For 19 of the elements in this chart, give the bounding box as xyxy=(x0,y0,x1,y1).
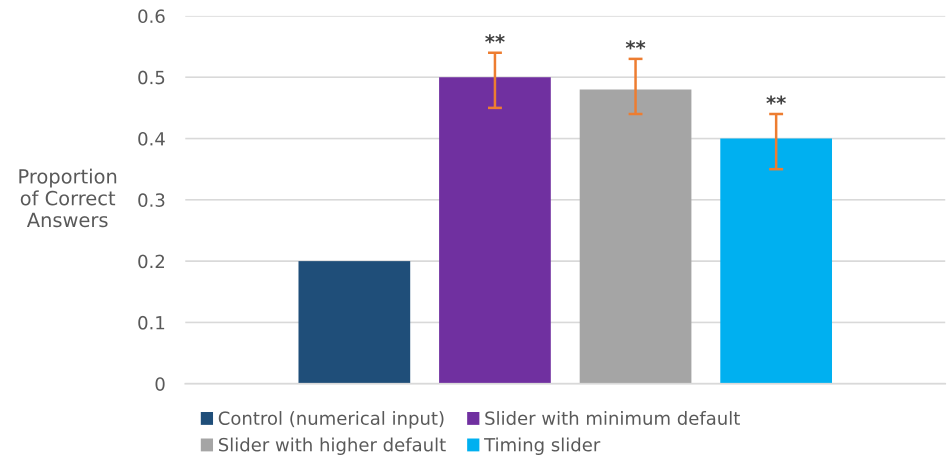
data-label: ** xyxy=(626,40,646,50)
bar xyxy=(439,77,551,384)
legend-label: Timing slider xyxy=(484,438,600,456)
legend-label: Slider with higher default xyxy=(218,438,446,456)
legend-label: Control (numerical input) xyxy=(218,411,444,429)
y-tick-label: 0.2 xyxy=(138,254,164,268)
bar xyxy=(298,261,410,384)
data-label: ** xyxy=(766,96,786,105)
bar xyxy=(720,138,832,384)
y-tick-label: 0.5 xyxy=(138,70,164,84)
y-tick-label: 0.1 xyxy=(138,316,164,330)
y-tick-label: 0 xyxy=(156,377,165,391)
bar xyxy=(580,89,692,384)
y-tick-label: 0.3 xyxy=(138,193,164,207)
y-tick-label: 0.4 xyxy=(138,132,165,146)
y-tick-label: 0.6 xyxy=(138,9,165,24)
y-axis-title: Proportion of Correct Answers xyxy=(19,168,116,228)
legend-label: Slider with minimum default xyxy=(485,411,740,426)
data-label: ** xyxy=(485,34,505,44)
